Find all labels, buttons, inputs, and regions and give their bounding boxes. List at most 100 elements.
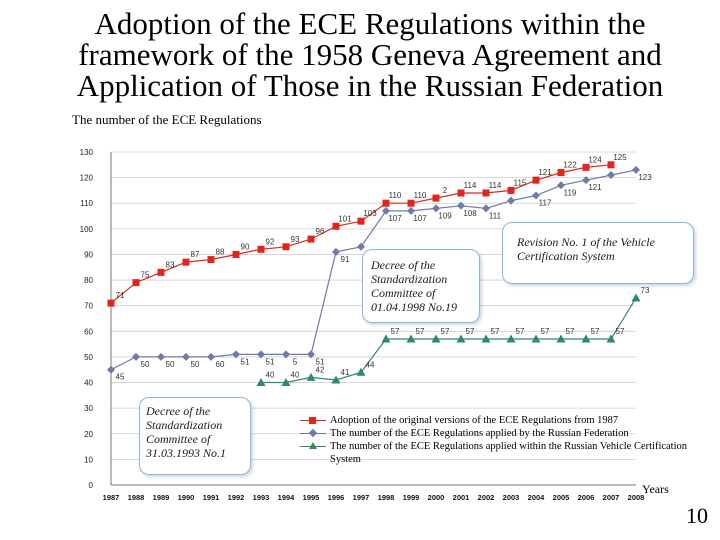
- data-label: 57: [541, 327, 550, 336]
- data-label: 45: [116, 373, 125, 382]
- data-point-diamond: [132, 352, 140, 361]
- data-label: 57: [566, 327, 575, 336]
- legend-swatch-blue-diamond: [300, 427, 326, 440]
- data-point-triangle: [306, 372, 316, 381]
- data-point-square: [257, 245, 265, 253]
- data-label: 5: [293, 357, 298, 366]
- data-label: 96: [316, 227, 325, 236]
- legend-item-certification: The number of the ECE Regulations applie…: [300, 440, 710, 466]
- x-tick-label: 2000: [428, 493, 445, 502]
- legend-label: The number of the ECE Regulations applie…: [330, 428, 629, 439]
- data-point-square: [457, 189, 465, 197]
- data-label: 40: [291, 371, 300, 380]
- data-label: 123: [638, 173, 652, 182]
- data-label: 92: [266, 237, 275, 246]
- data-point-diamond: [607, 171, 615, 180]
- data-point-square: [307, 235, 315, 243]
- series-line-1: [110, 169, 637, 371]
- callout-revision: Revision No. 1 of the Vehicle Certificat…: [502, 222, 694, 284]
- data-label: 125: [613, 153, 627, 162]
- data-label: 42: [316, 365, 325, 374]
- data-point-diamond: [507, 196, 515, 205]
- data-label: 121: [538, 168, 552, 177]
- data-point-triangle: [281, 378, 291, 387]
- data-point-diamond: [532, 191, 540, 200]
- data-label: 117: [539, 199, 552, 208]
- data-label: 109: [438, 211, 452, 220]
- y-tick-label: 60: [84, 327, 93, 336]
- x-tick-label: 1996: [328, 493, 345, 502]
- x-tick-label: 1988: [128, 493, 145, 502]
- data-point-triangle: [331, 375, 341, 384]
- y-tick-label: 10: [84, 455, 93, 464]
- x-tick-label: 1990: [178, 493, 195, 502]
- data-label: 57: [441, 327, 450, 336]
- y-tick-label: 30: [84, 404, 93, 413]
- data-label: 57: [491, 327, 500, 336]
- data-label: 121: [588, 183, 602, 192]
- data-point-square: [357, 217, 365, 225]
- data-point-diamond: [432, 204, 440, 213]
- data-point-diamond: [107, 365, 115, 374]
- callout-decree-1998: Decree of the Standardization Committee …: [362, 249, 480, 323]
- data-point-square: [157, 268, 165, 276]
- data-point-triangle: [531, 334, 541, 343]
- legend-label: The number of the ECE Regulations applie…: [330, 441, 688, 465]
- data-label: 83: [166, 260, 175, 269]
- data-point-triangle: [606, 334, 616, 343]
- data-label: 71: [116, 291, 125, 300]
- data-label: 114: [464, 181, 477, 190]
- data-label: 115: [514, 178, 527, 187]
- x-tick-label: 2005: [553, 493, 570, 502]
- x-tick-label: 1994: [278, 493, 296, 502]
- x-tick-label: 2006: [578, 493, 595, 502]
- x-tick-label: 1998: [378, 493, 395, 502]
- data-point-square: [482, 189, 490, 197]
- x-tick-label: 2002: [478, 493, 495, 502]
- data-label: 114: [489, 181, 502, 190]
- y-tick-label: 70: [84, 302, 93, 311]
- x-tick-label: 1987: [103, 493, 120, 502]
- data-point-diamond: [482, 204, 490, 213]
- data-label: 2: [443, 186, 448, 195]
- data-label: 119: [564, 188, 577, 197]
- data-point-square: [182, 258, 190, 266]
- data-point-diamond: [157, 352, 165, 361]
- data-label: 44: [366, 360, 375, 369]
- x-tick-label: 1993: [253, 493, 270, 502]
- data-point-diamond: [307, 350, 315, 359]
- data-point-diamond: [457, 201, 465, 210]
- data-label: 87: [191, 250, 200, 259]
- data-point-triangle: [406, 334, 416, 343]
- data-label: 124: [588, 155, 602, 164]
- x-tick-label: 1997: [353, 493, 370, 502]
- x-tick-label: 2004: [528, 493, 546, 502]
- data-label: 101: [338, 214, 352, 223]
- data-label: 57: [416, 327, 425, 336]
- data-label: 50: [191, 360, 200, 369]
- data-point-diamond: [332, 247, 340, 256]
- y-axis-label: The number of the ECE Regulations: [72, 112, 262, 127]
- legend-label: Adoption of the original versions of the…: [330, 415, 619, 426]
- data-label: 57: [591, 327, 600, 336]
- data-point-triangle: [431, 334, 441, 343]
- data-label: 51: [241, 357, 250, 366]
- data-label: 51: [266, 357, 275, 366]
- data-point-square: [507, 186, 515, 194]
- data-label: 50: [141, 360, 150, 369]
- slide-title: Adoption of the ECE Regulations within t…: [76, 6, 664, 103]
- y-tick-label: 50: [84, 353, 93, 362]
- data-label: 60: [216, 360, 225, 369]
- y-tick-label: 100: [80, 225, 94, 234]
- data-point-triangle: [556, 334, 566, 343]
- page-number: 10: [686, 503, 708, 528]
- x-tick-label: 1989: [153, 493, 170, 502]
- data-point-diamond: [232, 350, 240, 359]
- data-point-diamond: [632, 165, 640, 174]
- data-point-square: [332, 222, 340, 230]
- data-point-square: [582, 163, 590, 171]
- x-axis-unit: Years: [642, 482, 669, 496]
- data-label: 57: [466, 327, 475, 336]
- y-tick-label: 20: [84, 430, 93, 439]
